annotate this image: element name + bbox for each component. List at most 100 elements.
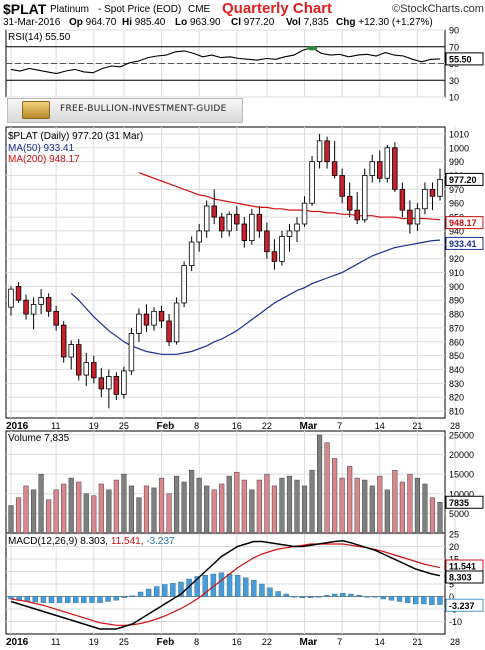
x-tick-label: 2016 <box>6 421 29 432</box>
close-price-tag-box <box>445 172 484 186</box>
volume-bar <box>61 483 67 534</box>
volume-bar <box>98 483 104 534</box>
candle-body <box>136 313 142 334</box>
candle-body <box>106 376 112 390</box>
volume-bar <box>437 502 443 534</box>
volume-bar <box>377 475 383 534</box>
candle-body <box>60 324 67 358</box>
x-tick-label: 28 <box>450 637 460 647</box>
macd-histogram-bar <box>81 596 87 603</box>
candle <box>181 261 187 308</box>
candle-body <box>414 208 421 225</box>
x-tick-label: 21 <box>412 637 422 647</box>
ma50-legend: MA(50) 933.41 <box>8 143 75 154</box>
ma50-value-tag: 933.41 <box>445 236 484 250</box>
volume-bar <box>316 434 323 534</box>
candle <box>15 282 22 303</box>
candle-body <box>181 265 187 304</box>
candle <box>158 305 165 328</box>
macd-histogram-bar <box>315 596 322 598</box>
volume-bar <box>158 477 165 534</box>
low-label: Lo <box>175 17 188 28</box>
candle <box>128 327 135 376</box>
candle-body <box>354 209 360 221</box>
bullion-banner[interactable]: FREE-BULLION-INVESTMENT-GUIDE <box>7 98 243 123</box>
candle-body <box>331 161 338 176</box>
macd-histogram-bar <box>145 588 152 597</box>
x-tick-label: 19 <box>89 421 99 431</box>
volume-bar <box>241 479 247 534</box>
volume-bar <box>143 485 150 534</box>
candle <box>331 140 338 179</box>
macd-histogram-bar <box>129 595 136 597</box>
volume-bar <box>53 489 59 534</box>
candle-body <box>339 175 345 197</box>
macd-histogram-bar <box>40 596 47 603</box>
volume-bar <box>219 483 225 534</box>
volume-bar <box>189 469 195 534</box>
candle-body <box>286 230 293 237</box>
volume-bar <box>136 497 142 534</box>
candle <box>30 297 37 330</box>
quote-date: 31-Mar-2016 <box>3 17 61 28</box>
volume-bar <box>414 477 421 534</box>
macd-histogram-bar <box>170 583 176 597</box>
open-value: 964.70 <box>85 17 117 28</box>
candle-body <box>294 223 300 232</box>
macd-histogram-bar <box>48 596 55 603</box>
volume-bar <box>354 477 360 534</box>
y-tick-label: 900 <box>449 282 464 292</box>
candle <box>324 136 330 169</box>
macd-hist-tag: -3.237 <box>445 598 484 612</box>
volume-bar <box>309 469 315 534</box>
macd-hist-tag-box <box>445 598 484 612</box>
macd-histogram-bar <box>364 596 370 598</box>
macd-histogram-bar <box>8 596 14 600</box>
volume-bar <box>347 466 353 534</box>
candle-body <box>68 344 74 358</box>
y-tick-label: 0 <box>449 592 454 602</box>
macd-histogram-bar <box>323 595 330 597</box>
candle <box>121 366 127 399</box>
candle <box>286 224 293 252</box>
volume-bar <box>121 473 127 534</box>
macd-histogram-bar <box>396 596 403 602</box>
macd-histogram-bar <box>356 595 362 597</box>
macd-histogram-bar <box>89 596 95 603</box>
macd-histogram-bar <box>137 591 144 597</box>
candle-body <box>113 376 120 395</box>
volume-bar <box>68 477 74 534</box>
volume-bar <box>128 485 135 534</box>
candle <box>188 236 195 272</box>
candle-body <box>23 299 29 315</box>
x-tick-label: 11 <box>51 421 60 431</box>
macd-histogram-bar <box>218 572 225 597</box>
x-tick-label: Feb <box>157 421 175 432</box>
candle-body <box>316 140 323 163</box>
y-tick-label: 30 <box>449 76 459 86</box>
candle-body <box>38 297 44 305</box>
x-tick-label: 28 <box>450 421 460 431</box>
ma200-line <box>138 172 441 221</box>
candle <box>83 352 89 387</box>
y-tick-label: 25 <box>449 530 459 540</box>
macd-histogram-bar <box>340 593 346 597</box>
candle <box>219 212 225 238</box>
price-panel <box>8 133 443 409</box>
macd-histogram-bar <box>388 596 395 601</box>
candle <box>392 142 398 193</box>
candle-body <box>15 285 22 301</box>
candle-body <box>30 303 37 315</box>
candle <box>384 145 391 183</box>
candle <box>256 205 263 238</box>
candle-body <box>151 310 157 326</box>
candle <box>234 205 240 231</box>
y-tick-label: 940 <box>449 226 464 236</box>
candle <box>346 182 353 218</box>
x-tick-label: 25 <box>119 421 129 431</box>
ma200-value-tag-text: 948.17 <box>449 218 477 228</box>
candle-body <box>377 161 383 179</box>
volume-bar <box>23 485 29 534</box>
candle <box>106 369 112 409</box>
macd-histogram-bar <box>380 596 387 600</box>
